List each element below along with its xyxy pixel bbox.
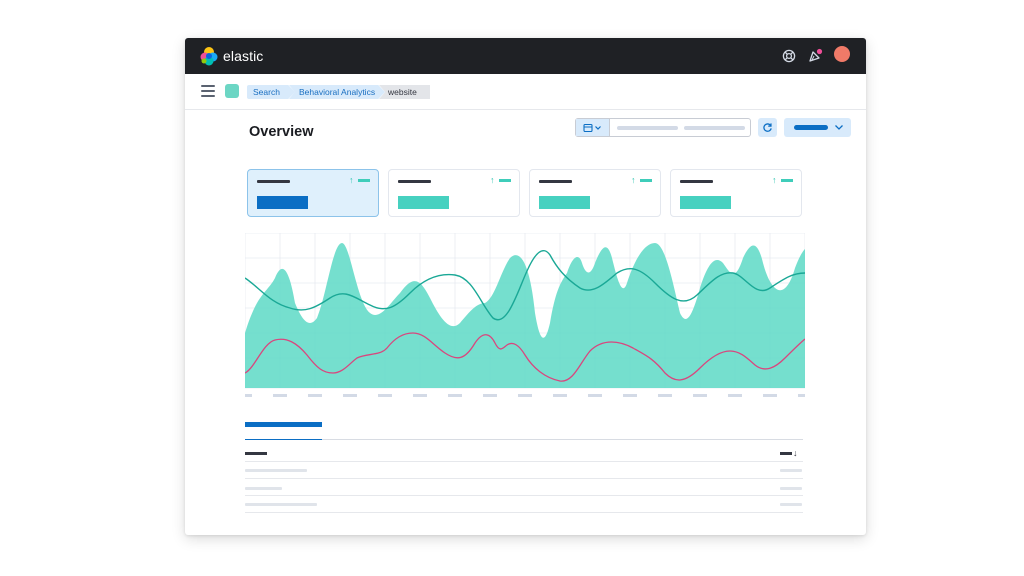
trend-indicator: ↑ bbox=[490, 175, 512, 187]
tab-underline bbox=[245, 439, 322, 440]
help-icon[interactable] bbox=[779, 46, 799, 66]
metric-label bbox=[398, 180, 431, 183]
arrow-up-icon: ↑ bbox=[772, 175, 777, 185]
date-start-placeholder bbox=[617, 126, 678, 130]
metric-value bbox=[257, 196, 308, 209]
analytics-chart bbox=[245, 233, 805, 397]
trend-indicator: ↑ bbox=[631, 175, 653, 187]
table-divider bbox=[245, 461, 803, 462]
column-header-name[interactable] bbox=[245, 452, 267, 455]
breadcrumb-website: website bbox=[379, 85, 430, 99]
date-quick-select[interactable] bbox=[576, 119, 610, 136]
table-cell-value bbox=[780, 487, 802, 490]
trend-indicator: ↑ bbox=[349, 175, 371, 187]
breadcrumb-behavioral-analytics[interactable]: Behavioral Analytics bbox=[289, 85, 385, 99]
pink-line-series bbox=[245, 332, 805, 382]
refresh-button[interactable] bbox=[758, 118, 777, 137]
date-picker[interactable] bbox=[575, 118, 751, 137]
metric-card[interactable]: ↑ bbox=[670, 169, 802, 217]
arrow-down-icon[interactable]: ↓ bbox=[793, 448, 798, 458]
arrow-up-icon: ↑ bbox=[490, 175, 495, 185]
breadcrumb-bar: Search Behavioral Analytics website bbox=[185, 74, 866, 110]
brand-name: elastic bbox=[223, 48, 264, 64]
refresh-icon bbox=[763, 123, 772, 132]
news-feed-icon[interactable] bbox=[805, 46, 825, 66]
space-avatar[interactable] bbox=[225, 84, 239, 98]
breadcrumb-search[interactable]: Search bbox=[247, 85, 295, 99]
arrow-up-icon: ↑ bbox=[349, 175, 354, 185]
action-button-label bbox=[794, 125, 828, 130]
metric-value bbox=[398, 196, 449, 209]
elastic-logo-icon bbox=[200, 47, 218, 66]
table-cell-value bbox=[780, 469, 802, 472]
column-header-value[interactable] bbox=[780, 452, 792, 455]
menu-toggle-icon[interactable] bbox=[201, 85, 215, 97]
table-row[interactable] bbox=[245, 487, 282, 490]
action-dropdown-button[interactable] bbox=[784, 118, 851, 137]
x-axis-ticks bbox=[245, 394, 805, 397]
metric-card[interactable]: ↑ bbox=[529, 169, 661, 217]
user-avatar[interactable] bbox=[834, 46, 850, 62]
tab-active-indicator[interactable] bbox=[245, 422, 322, 427]
metric-value bbox=[680, 196, 731, 209]
metric-card[interactable]: ↑ bbox=[388, 169, 520, 217]
table-divider bbox=[245, 478, 803, 479]
teal-area-series bbox=[245, 243, 805, 388]
tab-divider bbox=[245, 439, 803, 440]
metric-value bbox=[539, 196, 590, 209]
top-header: elastic bbox=[185, 38, 866, 74]
table-row[interactable] bbox=[245, 503, 317, 506]
chevron-down-icon bbox=[835, 125, 843, 130]
metric-label bbox=[539, 180, 572, 183]
table-row[interactable] bbox=[245, 469, 307, 472]
table-divider bbox=[245, 512, 803, 513]
metric-card[interactable]: ↑ bbox=[247, 169, 379, 217]
table-cell-value bbox=[780, 503, 802, 506]
date-end-placeholder bbox=[684, 126, 745, 130]
page-title: Overview bbox=[249, 124, 314, 140]
table-divider bbox=[245, 495, 803, 496]
arrow-up-icon: ↑ bbox=[631, 175, 636, 185]
elastic-logo[interactable]: elastic bbox=[199, 45, 263, 67]
calendar-icon bbox=[582, 123, 601, 132]
trend-indicator: ↑ bbox=[772, 175, 794, 187]
teal-line-series bbox=[245, 250, 805, 321]
metric-label bbox=[257, 180, 290, 183]
metric-label bbox=[680, 180, 713, 183]
app-window: elastic Search Behavioral Analytics bbox=[185, 38, 866, 535]
